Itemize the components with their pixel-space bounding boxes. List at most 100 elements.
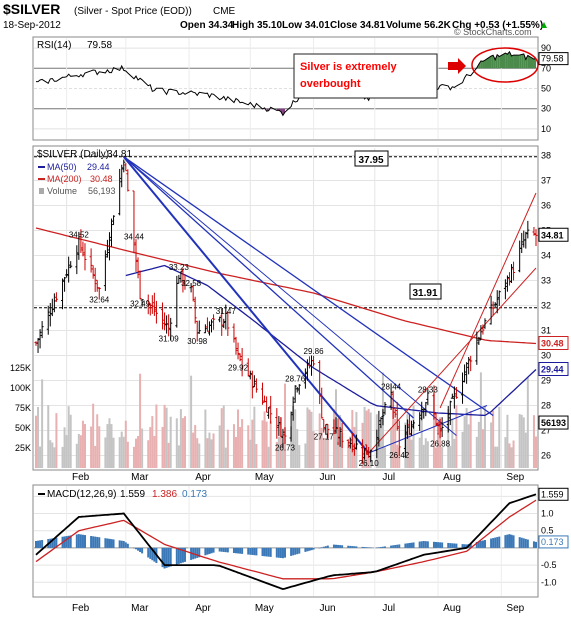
macd-hist-value: 0.173 xyxy=(182,489,207,500)
macd-histogram-bar xyxy=(377,547,380,548)
macd-histogram-bar xyxy=(524,538,527,548)
macd-month-label: Jun xyxy=(319,603,335,614)
macd-histogram-bar xyxy=(424,541,427,548)
volume-bar xyxy=(153,435,156,468)
header-open: Open 34.34 xyxy=(180,20,234,31)
price-swing-label: 34.44 xyxy=(124,233,145,242)
volume-bar xyxy=(126,441,129,468)
macd-axis-tick: -1.0 xyxy=(541,577,557,587)
rsi-axis-tick: 50 xyxy=(541,84,551,94)
price-month-label: Jul xyxy=(382,472,395,483)
volume-bar xyxy=(218,425,221,468)
volume-bar xyxy=(461,431,464,468)
macd-histogram-bar xyxy=(294,547,297,555)
price-axis-tick: 32 xyxy=(541,301,551,311)
volume-bar xyxy=(118,437,121,468)
volume-bar xyxy=(422,444,425,468)
volume-bar xyxy=(206,438,209,468)
price-swing-label: 31.09 xyxy=(159,334,180,343)
volume-bar xyxy=(326,429,329,468)
volume-bar xyxy=(263,411,266,468)
rsi-overbought-fill xyxy=(480,61,483,69)
volume-bar xyxy=(51,442,54,468)
price-month-label: Feb xyxy=(72,472,90,483)
macd-histogram-bar xyxy=(296,547,299,555)
macd-histogram-bar xyxy=(41,540,44,548)
macd-histogram-bar xyxy=(465,544,468,548)
macd-histogram-bar xyxy=(508,534,511,548)
volume-legend-name: Volume xyxy=(47,186,77,196)
volume-bar xyxy=(77,434,80,468)
annotation-arrow-icon xyxy=(448,58,466,74)
price-value-box-label: 56193 xyxy=(541,418,566,428)
trend-line xyxy=(439,192,537,409)
macd-histogram-bar xyxy=(253,547,256,556)
header-low: Low 34.01 xyxy=(282,20,330,31)
price-month-label: Aug xyxy=(443,472,461,483)
volume-bar xyxy=(149,427,152,468)
price-swing-label: 29.86 xyxy=(304,347,325,356)
volume-bar xyxy=(398,447,401,468)
macd-histogram-bar xyxy=(304,547,307,552)
macd-histogram-bar xyxy=(108,538,111,548)
macd-histogram-bar xyxy=(269,547,272,557)
price-month-label: Apr xyxy=(195,472,211,483)
macd-histogram-bar xyxy=(447,542,450,548)
volume-bar xyxy=(167,442,170,468)
macd-histogram-bar xyxy=(475,541,478,548)
macd-histogram-bar xyxy=(275,547,278,558)
macd-histogram-bar xyxy=(235,547,237,554)
price-swing-label: 26.10 xyxy=(359,459,380,468)
macd-histogram-bar xyxy=(167,547,170,568)
trend-line xyxy=(123,156,414,419)
macd-histogram-bar xyxy=(153,547,156,562)
volume-bar xyxy=(122,436,125,468)
macd-histogram-bar xyxy=(461,544,464,548)
volume-bar xyxy=(69,414,72,468)
macd-histogram-bar xyxy=(492,538,495,548)
rsi-axis-tick: 79.58 xyxy=(541,54,564,64)
price-axis-tick: 38 xyxy=(541,151,551,161)
macd-axis-tick: -0.5 xyxy=(541,560,557,570)
volume-bar xyxy=(161,426,164,468)
volume-bar xyxy=(483,406,486,468)
volume-bar xyxy=(510,447,513,468)
volume-bar xyxy=(324,438,327,468)
volume-bar xyxy=(226,429,229,468)
macd-histogram-bar xyxy=(526,539,529,548)
macd-value-box xyxy=(538,535,569,549)
chart-symbol: $SILVER xyxy=(3,1,60,17)
price-swing-label: 33.23 xyxy=(169,263,190,272)
volume-bar xyxy=(290,426,293,468)
volume-bar xyxy=(498,406,501,468)
macd-histogram-bar xyxy=(406,543,409,548)
rsi-label: RSI(14) xyxy=(37,40,71,51)
macd-histogram-bar xyxy=(224,547,227,553)
macd-histogram-bar xyxy=(181,547,184,563)
volume-bar xyxy=(426,441,429,468)
stockcharts-watermark: © StockCharts.com xyxy=(454,27,532,37)
volume-bar xyxy=(224,447,227,468)
volume-bar xyxy=(532,415,535,468)
overbought-oval xyxy=(471,47,539,83)
volume-bar xyxy=(55,413,58,468)
volume-bar xyxy=(481,429,484,468)
volume-bar xyxy=(320,427,323,468)
macd-histogram-bar xyxy=(390,545,393,548)
volume-bar xyxy=(35,415,37,468)
volume-bar xyxy=(163,404,166,468)
volume-bar xyxy=(439,417,442,468)
macd-histogram-bar xyxy=(381,546,384,548)
macd-histogram-bar xyxy=(483,540,486,548)
macd-histogram-bar xyxy=(206,547,209,555)
macd-histogram-bar xyxy=(322,546,325,548)
volume-bar xyxy=(194,425,197,468)
price-swing-label: 28.44 xyxy=(381,383,402,392)
rsi-value-box xyxy=(538,52,569,66)
macd-histogram-bar xyxy=(120,540,123,548)
trend-line xyxy=(368,405,488,454)
price-swing-label: 27.17 xyxy=(314,432,335,441)
macd-histogram-bar xyxy=(363,547,366,548)
volume-bar xyxy=(479,372,482,468)
macd-histogram-bar xyxy=(351,546,354,548)
